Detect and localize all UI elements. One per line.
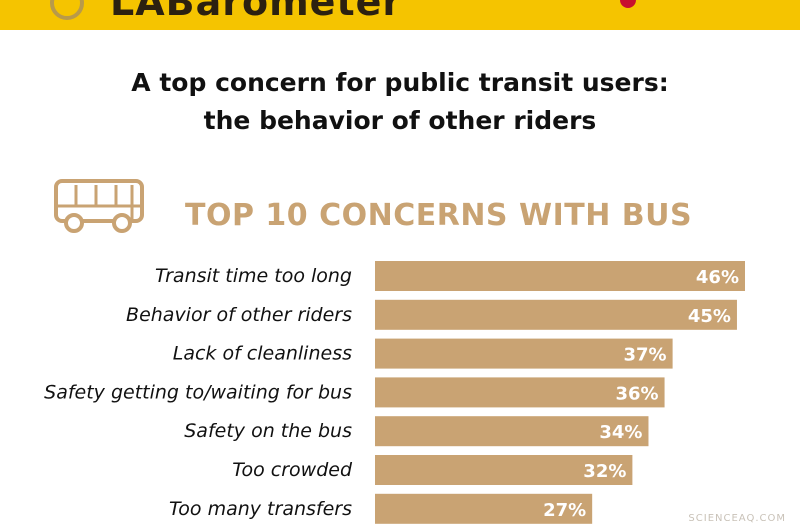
headline-line-2: the behavior of other riders [203,106,597,135]
top-banner: LABarometer [0,0,800,30]
headline-line-1: A top concern for public transit users: [131,68,669,97]
bar-1 [375,261,745,291]
category-label-2: Behavior of other riders [126,304,352,326]
value-label-3: 37% [624,345,667,366]
value-label-5: 34% [599,422,642,443]
category-label-3: Lack of cleanliness [173,343,352,365]
bar-3 [375,338,673,369]
bus-icon [54,179,144,233]
chart-title: TOP 10 CONCERNS WITH BUS [185,198,693,233]
category-label-7: Too many transfers [169,498,352,520]
brand-name: LABarometer [110,0,403,24]
watermark: SCIENCEAQ.COM [688,513,786,524]
bar-7 [375,493,593,524]
value-label-1: 46% [696,267,739,288]
page-headline: A top concern for public transit users: … [0,64,800,140]
value-label-7: 27% [543,500,586,521]
value-label-4: 36% [615,383,658,404]
category-label-1: Transit time too long [155,265,352,287]
brand-dot-icon [620,0,636,8]
bar-4 [375,377,665,408]
bar-5 [375,416,649,447]
value-label-6: 32% [583,461,626,482]
category-label-4: Safety getting to/waiting for bus [44,381,352,403]
brand-emblem-icon [50,0,84,20]
category-label-6: Too crowded [232,459,353,481]
bar-6 [375,455,633,485]
value-label-2: 45% [688,306,731,327]
bar-2 [375,299,737,330]
category-label-5: Safety on the bus [184,420,352,442]
